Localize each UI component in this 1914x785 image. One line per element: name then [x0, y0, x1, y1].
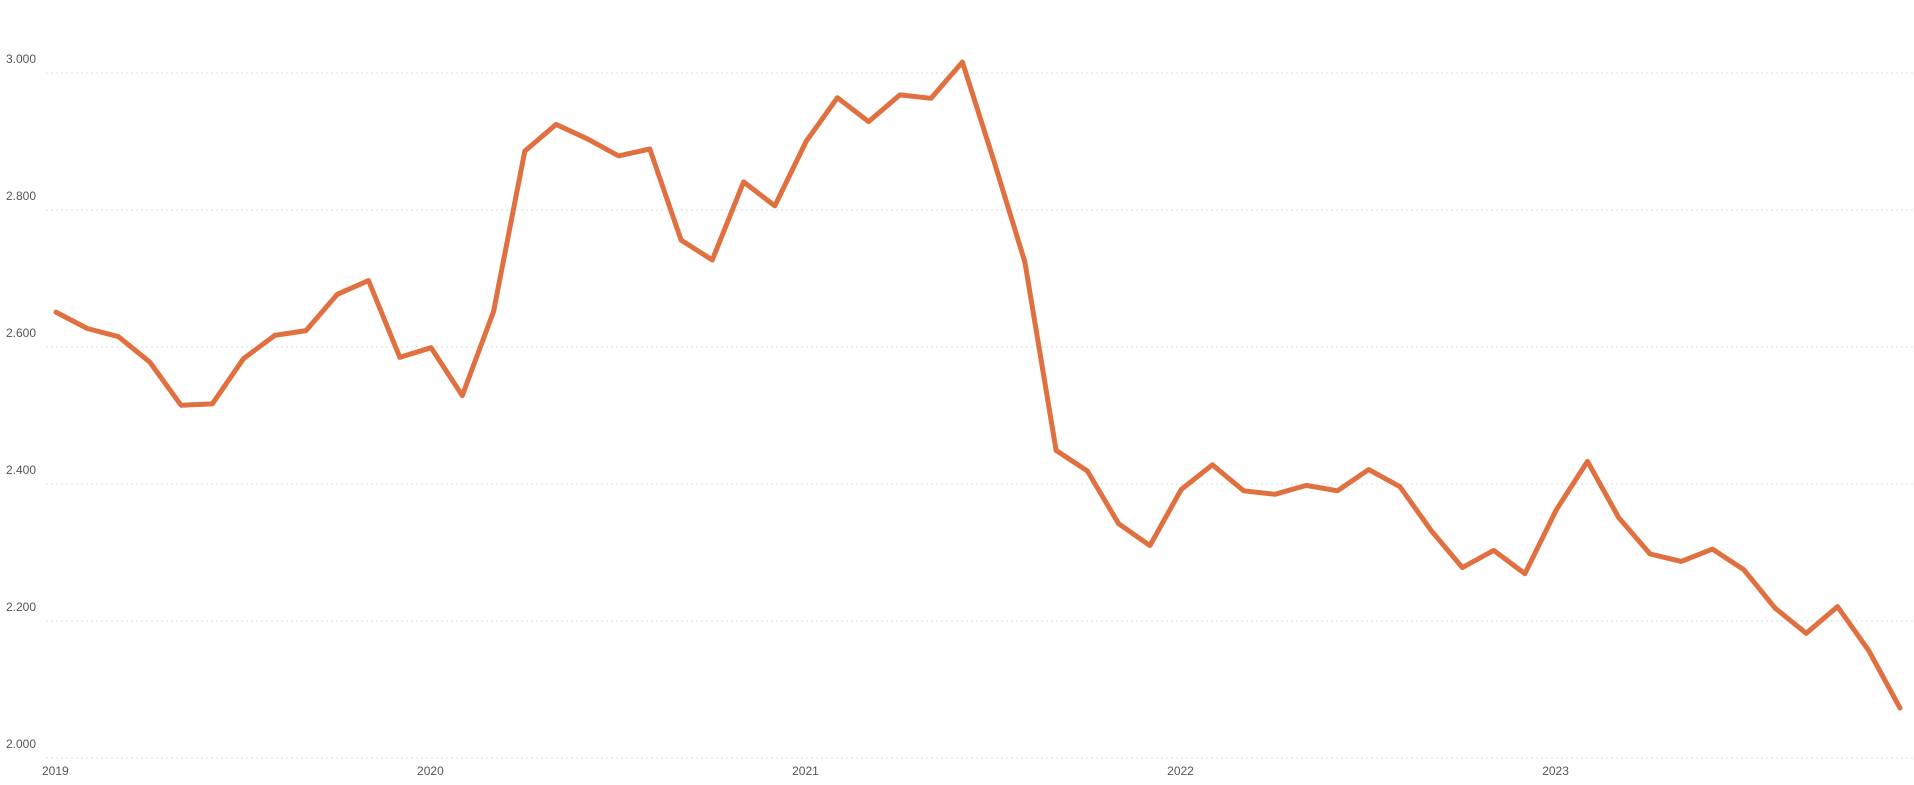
data-line: [53, 59, 1903, 711]
x-tick-label: 2023: [1542, 764, 1569, 778]
x-tick-label: 2019: [42, 764, 69, 778]
y-tick-label: 2.200: [6, 600, 36, 614]
y-tick-label: 2.400: [6, 463, 36, 477]
x-tick-label: 2022: [1167, 764, 1194, 778]
y-tick-label: 2.800: [6, 189, 36, 203]
y-tick-label: 2.600: [6, 326, 36, 340]
y-tick-label: 2.000: [6, 737, 36, 751]
y-tick-label: 3.000: [6, 52, 36, 66]
x-tick-label: 2020: [417, 764, 444, 778]
x-tick-label: 2021: [792, 764, 819, 778]
